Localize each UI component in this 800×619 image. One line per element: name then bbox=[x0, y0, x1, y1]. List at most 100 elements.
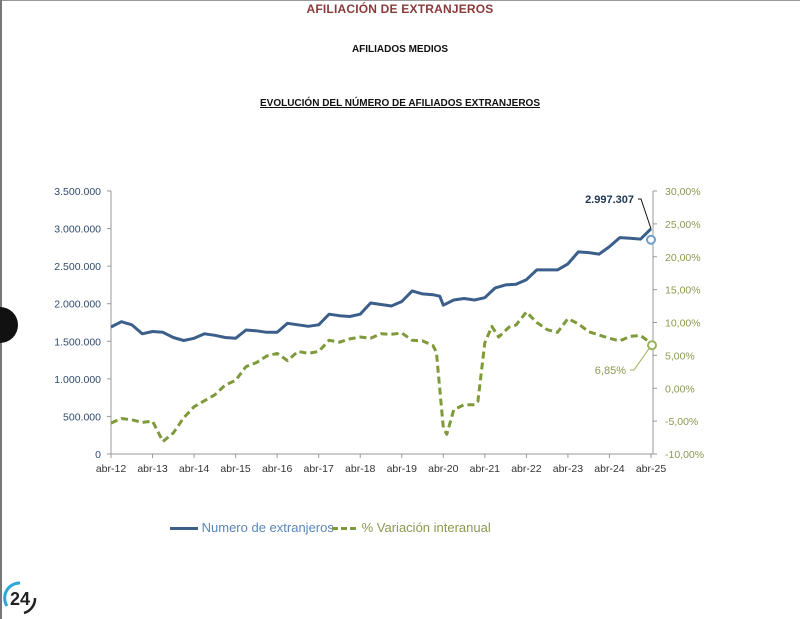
data-point bbox=[629, 335, 632, 338]
data-point bbox=[535, 268, 538, 271]
data-point bbox=[452, 408, 455, 411]
data-point bbox=[639, 238, 642, 241]
data-point bbox=[473, 298, 476, 301]
series-line-variacion bbox=[110, 310, 652, 443]
data-point bbox=[286, 322, 289, 325]
data-point bbox=[317, 323, 320, 326]
chart-title: EVOLUCIÓN DEL NÚMERO DE AFILIADOS EXTRAN… bbox=[259, 98, 541, 109]
x-tick-label: abr-12 bbox=[96, 463, 127, 475]
logo-24: 24 bbox=[3, 581, 37, 615]
data-point bbox=[508, 326, 511, 329]
data-point bbox=[445, 433, 448, 436]
data-point bbox=[421, 292, 424, 295]
data-point bbox=[286, 359, 289, 362]
data-point bbox=[411, 289, 414, 292]
data-point bbox=[151, 330, 154, 333]
left-tick-label: 1.500.000 bbox=[54, 336, 101, 348]
x-tick-label: abr-20 bbox=[428, 463, 459, 475]
data-point bbox=[213, 393, 216, 396]
x-tick-label: abr-17 bbox=[304, 463, 335, 475]
data-point bbox=[525, 310, 528, 313]
data-point bbox=[452, 298, 455, 301]
data-point bbox=[494, 286, 497, 289]
right-tick-label: 15,00% bbox=[665, 285, 701, 297]
right-tick-label: 30,00% bbox=[665, 186, 701, 198]
data-point bbox=[255, 361, 258, 364]
data-point bbox=[172, 336, 175, 339]
data-point bbox=[546, 328, 549, 331]
data-point bbox=[566, 262, 569, 265]
data-point bbox=[442, 304, 445, 307]
data-point bbox=[490, 325, 493, 328]
data-point bbox=[348, 315, 351, 318]
data-point bbox=[151, 420, 154, 423]
left-tick-label: 2.500.000 bbox=[54, 261, 101, 273]
data-point bbox=[296, 350, 299, 353]
data-point bbox=[556, 268, 559, 271]
data-point bbox=[431, 293, 434, 296]
legend-item-variacion: % Variación interanual bbox=[332, 520, 491, 535]
data-point bbox=[359, 335, 362, 338]
data-point bbox=[463, 403, 466, 406]
data-point bbox=[130, 418, 133, 421]
data-point bbox=[390, 304, 393, 307]
data-point bbox=[483, 341, 486, 344]
side-handle-dot bbox=[0, 307, 18, 343]
data-point bbox=[224, 383, 227, 386]
data-point bbox=[515, 324, 518, 327]
right-tick-label: -5,00% bbox=[665, 416, 698, 428]
data-point bbox=[442, 426, 445, 429]
data-point bbox=[577, 322, 580, 325]
data-point bbox=[359, 313, 362, 316]
left-tick-label: 2.000.000 bbox=[54, 299, 101, 311]
right-tick-label: 20,00% bbox=[665, 252, 701, 264]
data-point bbox=[317, 350, 320, 353]
data-point bbox=[497, 335, 500, 338]
annotation-leader-extranjeros bbox=[638, 198, 652, 229]
data-point bbox=[587, 330, 590, 333]
data-point bbox=[504, 283, 507, 286]
data-point bbox=[276, 352, 279, 355]
data-point bbox=[608, 337, 611, 340]
data-point bbox=[193, 405, 196, 408]
data-point bbox=[400, 332, 403, 335]
data-point bbox=[608, 245, 611, 248]
data-point bbox=[141, 421, 144, 424]
left-tick-label: 1.000.000 bbox=[54, 374, 101, 386]
data-point bbox=[193, 337, 196, 340]
right-tick-label: 25,00% bbox=[665, 219, 701, 231]
data-point bbox=[598, 333, 601, 336]
data-point bbox=[265, 355, 268, 358]
data-point bbox=[328, 313, 331, 316]
last-point-marker-extranjeros bbox=[646, 234, 656, 245]
data-point bbox=[307, 352, 310, 355]
data-point bbox=[161, 440, 164, 443]
x-tick-label: abr-14 bbox=[179, 463, 210, 475]
x-tick-label: abr-24 bbox=[594, 463, 625, 475]
x-tick-label: abr-21 bbox=[470, 463, 501, 475]
data-point bbox=[476, 400, 479, 403]
data-point bbox=[400, 300, 403, 303]
data-point bbox=[535, 321, 538, 324]
data-point bbox=[577, 250, 580, 253]
data-point bbox=[338, 314, 341, 317]
series-line-extranjeros bbox=[110, 227, 653, 342]
data-point bbox=[172, 431, 175, 434]
data-point bbox=[473, 403, 476, 406]
x-tick-label: abr-22 bbox=[511, 463, 542, 475]
x-tick-label: abr-23 bbox=[553, 463, 584, 475]
data-point bbox=[182, 416, 185, 419]
data-point bbox=[182, 339, 185, 342]
data-point bbox=[390, 333, 393, 336]
annotation-label-variacion: 6,85% bbox=[595, 365, 626, 377]
page-subtitle: AFILIADOS MEDIOS bbox=[351, 44, 449, 55]
data-point bbox=[276, 331, 279, 334]
right-tick-label: -10,00% bbox=[665, 449, 704, 461]
data-point bbox=[546, 268, 549, 271]
data-point bbox=[598, 253, 601, 256]
legend-line-dashed bbox=[332, 527, 358, 531]
data-point bbox=[141, 332, 144, 335]
top-border bbox=[0, 0, 800, 1]
data-point bbox=[380, 332, 383, 335]
data-point bbox=[618, 339, 621, 342]
